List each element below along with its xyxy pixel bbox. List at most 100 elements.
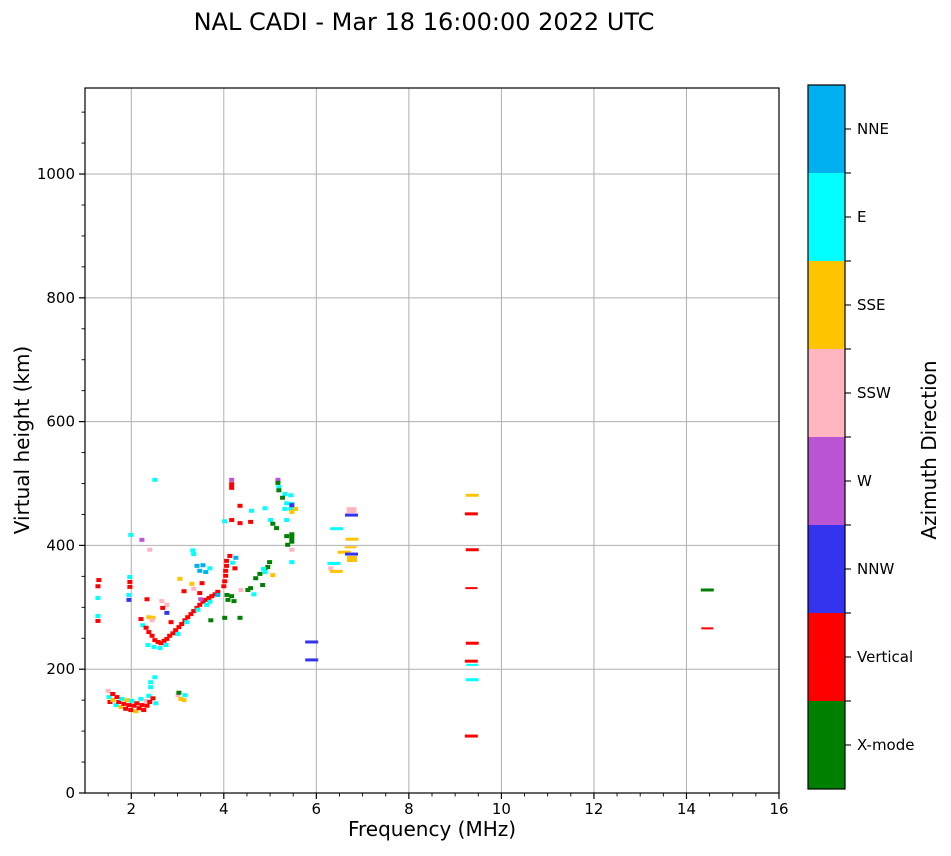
data-tile-Vertical <box>465 641 479 645</box>
data-tile-SSW <box>105 688 111 693</box>
y-tick-label-0: 0 <box>65 784 75 802</box>
colorbar-entry-label-X-mode: X-mode <box>857 736 914 754</box>
colorbar-entry-label-SSE: SSE <box>857 296 886 314</box>
data-tile-Vertical <box>160 605 166 610</box>
data-tile-Vertical <box>185 615 191 620</box>
data-tile-SSW <box>164 602 170 607</box>
data-tile-E <box>262 570 268 575</box>
data-tile-Vertical <box>224 563 230 568</box>
data-tile-SSE <box>345 537 359 541</box>
data-tile-X-mode <box>229 594 235 599</box>
data-tile-X-mode <box>253 576 259 581</box>
data-tile-E <box>284 518 290 523</box>
data-tile-Vertical <box>464 659 478 663</box>
data-tile-X-mode <box>245 587 251 592</box>
data-tile-E <box>175 631 181 636</box>
data-tile-NNW <box>305 640 319 644</box>
data-tile-NNE <box>200 563 206 568</box>
data-tile-Vertical <box>134 701 140 706</box>
data-tile-E <box>126 592 132 597</box>
data-tile-Vertical <box>167 633 173 638</box>
data-tile-SSW <box>143 698 149 703</box>
data-tile-SSW <box>175 693 181 698</box>
data-tile-Vertical <box>146 630 152 635</box>
data-tile-E <box>148 680 154 685</box>
data-tile-NNW <box>126 597 132 602</box>
x-tick-label-16: 16 <box>769 800 788 818</box>
data-tile-NNW <box>344 552 358 556</box>
colorbar-entry-label-NNE: NNE <box>857 120 889 138</box>
x-tick-label-12: 12 <box>584 800 603 818</box>
data-tile-E <box>289 560 295 565</box>
data-tile-E <box>261 566 267 571</box>
data-tile-SSE <box>289 509 295 514</box>
data-tile-Vertical <box>141 708 147 713</box>
data-tile-E <box>157 646 163 651</box>
data-tile-W <box>139 537 145 542</box>
data-tile-Vertical <box>223 573 229 578</box>
data-tile-E <box>276 485 282 490</box>
data-tile-Vertical <box>212 592 218 597</box>
data-tile-SSE <box>150 615 156 620</box>
data-tile-X-mode <box>289 535 295 540</box>
data-tile-SSW <box>149 618 155 623</box>
data-tile-Vertical <box>152 638 158 643</box>
data-tile-NNW <box>305 658 319 662</box>
data-tile-X-mode <box>225 597 231 602</box>
data-tile-NNW <box>164 610 170 615</box>
y-tick-label-200: 200 <box>46 660 75 678</box>
data-tile-X-mode <box>222 615 228 620</box>
data-tile-NNE <box>233 555 239 560</box>
data-tile-NNE <box>194 563 200 568</box>
data-tile-E <box>282 506 288 511</box>
data-tile-E <box>148 685 154 690</box>
data-tile-Vertical <box>199 581 205 586</box>
data-tile-X-mode <box>274 526 280 531</box>
data-tile-Vertical <box>229 518 235 523</box>
data-tile-X-mode <box>285 542 291 547</box>
data-tile-Vertical <box>197 602 203 607</box>
data-tile-E <box>330 527 344 531</box>
data-tile-X-mode <box>275 480 281 485</box>
data-tile-Vertical <box>223 568 229 573</box>
data-tile-Vertical <box>179 622 185 627</box>
chart-title: NAL CADI - Mar 18 16:00:00 2022 UTC <box>193 8 655 36</box>
x-tick-label-2: 2 <box>126 800 136 818</box>
data-tile-Vertical <box>229 485 235 490</box>
data-tile-NNE <box>197 568 203 573</box>
data-tile-E <box>284 501 290 506</box>
data-tile-E <box>190 548 196 553</box>
data-tile-SSW <box>159 599 165 604</box>
data-tile-Vertical <box>465 548 479 552</box>
data-tile-E <box>113 703 119 708</box>
data-tile-Vertical <box>181 589 187 594</box>
data-tile-Vertical <box>227 553 233 558</box>
x-tick-label-6: 6 <box>312 800 322 818</box>
data-tile-E <box>249 508 255 513</box>
data-tile-NNW <box>344 513 358 517</box>
colorbar-segment-SSE <box>808 261 845 349</box>
data-tile-Vertical <box>200 599 206 604</box>
data-tile-X-mode <box>260 583 266 588</box>
data-tile-E <box>151 644 157 649</box>
data-tile-E <box>128 532 134 537</box>
data-tile-X-mode <box>289 539 295 544</box>
data-tile-X-mode <box>257 571 263 576</box>
data-tile-SSW <box>346 507 357 514</box>
data-tile-Vertical <box>176 625 182 630</box>
colorbar-segment-NNW <box>808 525 845 613</box>
data-tile-Vertical <box>197 591 203 596</box>
data-tile-E <box>204 602 210 607</box>
data-tile-Vertical <box>116 700 122 705</box>
plot-border <box>84 87 780 794</box>
data-tile-Vertical <box>114 695 120 700</box>
x-tick-label-8: 8 <box>404 800 414 818</box>
data-tile-Vertical <box>209 594 215 599</box>
data-tile-SSE <box>110 698 116 703</box>
data-tile-X-mode <box>289 532 295 537</box>
data-tile-E <box>230 560 236 565</box>
y-tick-label-800: 800 <box>46 289 75 307</box>
data-tile-E <box>119 696 125 701</box>
data-tile-Vertical <box>139 703 145 708</box>
